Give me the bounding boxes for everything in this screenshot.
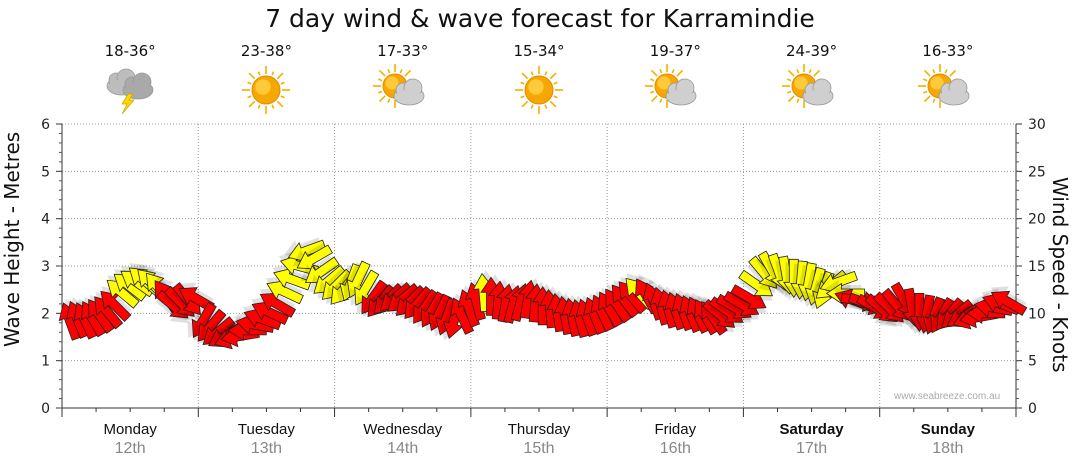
- left-tick-label: 4: [41, 212, 50, 228]
- day-name: Sunday: [920, 421, 975, 438]
- day-label: Sunday 18th: [883, 421, 1013, 458]
- right-tick-label: 5: [1028, 354, 1037, 370]
- temperature-range: 24-39°: [786, 42, 838, 60]
- day-date: 16th: [659, 440, 691, 457]
- wind-arrow: [272, 263, 312, 291]
- wind-arrow: [100, 286, 132, 322]
- left-tick-label: 5: [41, 164, 50, 180]
- wind-arrow-body: [354, 269, 380, 306]
- wind-arrow: [259, 288, 297, 318]
- left-tick-label: 1: [41, 354, 50, 370]
- wind-arrow: [990, 286, 1028, 316]
- partly-cloudy-icon: [372, 64, 425, 108]
- sun-icon: [515, 66, 563, 114]
- day-label: Monday 12th: [65, 421, 195, 458]
- plot-axes: 0 1 2 3 4 5 6 0 5 10 15 20 25 30: [41, 117, 1046, 417]
- day-forecast-header: 17-33°: [353, 42, 453, 116]
- day-name: Wednesday: [363, 421, 443, 438]
- day-date: 18th: [932, 440, 964, 457]
- day-date: 17th: [795, 440, 828, 457]
- right-tick-label: 0: [1028, 401, 1037, 417]
- left-tick-label: 0: [41, 401, 50, 417]
- wind-arrow: [178, 282, 215, 313]
- day-label: Thursday 15th: [474, 421, 604, 458]
- day-forecast-header: 18-36°: [80, 42, 180, 116]
- chart-title: 7 day wind & wave forecast for Karramind…: [265, 4, 815, 33]
- left-tick-label: 3: [41, 259, 50, 275]
- day-name: Friday: [654, 421, 697, 438]
- day-date: 12th: [114, 440, 146, 457]
- left-tick-label: 2: [41, 306, 50, 322]
- left-tick-label: 6: [41, 117, 50, 133]
- partly-cloudy-icon: [781, 64, 833, 108]
- sun-icon: [242, 66, 291, 114]
- day-label: Wednesday 14th: [338, 421, 468, 458]
- day-forecast-header: 15-34°: [489, 42, 589, 116]
- temperature-range: 19-37°: [649, 42, 701, 60]
- wind-arrow-body: [251, 301, 290, 326]
- wind-arrow: [349, 269, 380, 306]
- day-label: Friday 16th: [610, 421, 740, 458]
- right-tick-label: 25: [1028, 164, 1046, 180]
- site-credit[interactable]: www.seabreeze.com.au: [894, 391, 1001, 402]
- day-name: Saturday: [779, 421, 844, 438]
- partly-cloudy-icon: [917, 64, 970, 108]
- day-forecast-header: 16-33°: [898, 42, 998, 116]
- temperature-range: 23-38°: [240, 42, 292, 60]
- right-tick-label: 20: [1028, 212, 1046, 228]
- temperature-range: 16-33°: [922, 42, 974, 60]
- temperature-range: 15-34°: [513, 42, 565, 60]
- wind-arrow-body: [266, 280, 304, 305]
- wind-arrow: [292, 243, 333, 270]
- temperature-range: 17-33°: [377, 42, 429, 60]
- storm-cloud-icon: [106, 68, 154, 115]
- right-tick-label: 15: [1028, 259, 1046, 275]
- day-label: Saturday 17th: [747, 421, 877, 458]
- day-name: Monday: [103, 421, 157, 438]
- day-name: Thursday: [507, 421, 571, 438]
- right-axis-title: Wind Speed - Knots: [1048, 177, 1072, 373]
- day-forecast-header: 24-39°: [762, 42, 862, 116]
- left-axis-title: Wave Height - Metres: [0, 131, 24, 347]
- day-label: Tuesday 13th: [201, 421, 331, 458]
- day-date: 14th: [387, 440, 419, 457]
- wind-arrow-body: [100, 290, 132, 322]
- day-name: Tuesday: [237, 421, 295, 438]
- day-forecast-header: 23-38°: [216, 42, 316, 116]
- temperature-range: 18-36°: [104, 42, 156, 60]
- wind-arrow-body: [990, 290, 1028, 316]
- right-tick-label: 30: [1028, 117, 1046, 133]
- day-forecast-header: 19-37°: [625, 42, 725, 116]
- wind-arrow-body: [259, 292, 297, 318]
- right-tick-label: 10: [1028, 306, 1046, 322]
- partly-cloudy-icon: [645, 64, 697, 108]
- day-date: 15th: [523, 440, 555, 457]
- plot-grid: [62, 123, 1016, 408]
- wind-arrow-body: [178, 287, 215, 313]
- wind-arrows: [58, 237, 1028, 350]
- wind-arrow-body: [296, 244, 333, 270]
- day-date: 13th: [250, 440, 282, 457]
